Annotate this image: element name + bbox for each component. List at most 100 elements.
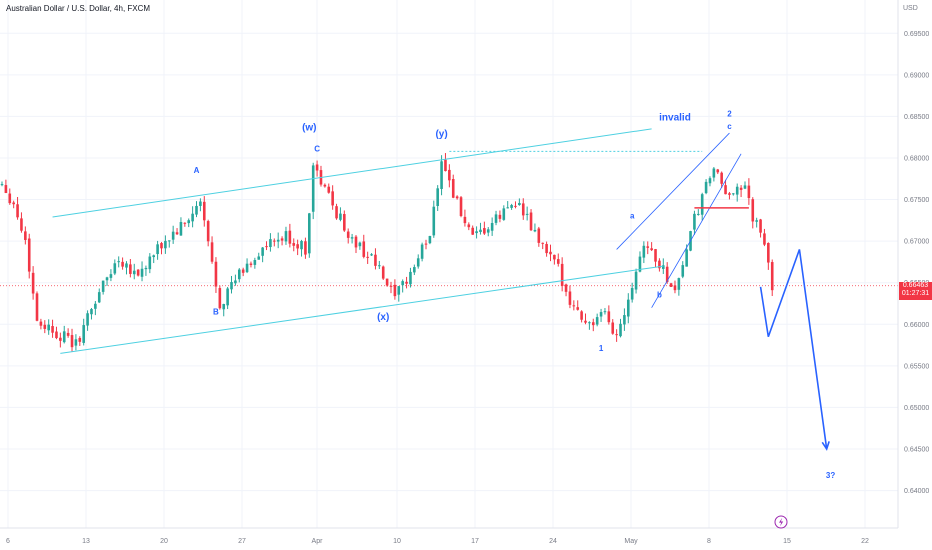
candle xyxy=(564,283,568,297)
candle xyxy=(97,288,101,304)
candle-body xyxy=(70,335,74,348)
wave-label: B xyxy=(213,307,219,316)
candle-body xyxy=(626,299,630,317)
candle xyxy=(743,181,747,190)
price-tick-label: 0.65000 xyxy=(904,405,929,412)
candle-body xyxy=(55,331,58,339)
candle xyxy=(35,291,39,322)
wave-label: A xyxy=(194,166,200,175)
candle-body xyxy=(751,199,755,222)
candle xyxy=(697,209,700,216)
candle-body xyxy=(743,185,747,189)
candle-body xyxy=(339,213,342,220)
candle-body xyxy=(739,187,743,190)
candle xyxy=(615,329,618,342)
candle-body xyxy=(549,251,552,255)
candle-body xyxy=(525,213,529,215)
candle xyxy=(626,293,630,324)
drawings xyxy=(52,128,830,451)
candle-body xyxy=(416,258,420,267)
candle-body xyxy=(432,206,436,236)
candle xyxy=(31,266,35,300)
time-tick-label: 6 xyxy=(6,538,10,545)
candle xyxy=(463,209,467,227)
candle-body xyxy=(494,214,498,223)
candle xyxy=(416,254,420,269)
candle-body xyxy=(354,236,358,248)
candle-body xyxy=(97,292,101,303)
candle-body xyxy=(603,311,607,313)
candle-body xyxy=(510,205,513,208)
candle-body xyxy=(253,260,257,265)
candle-body xyxy=(393,284,397,297)
candle xyxy=(144,265,148,276)
candle xyxy=(580,310,583,323)
candle-body xyxy=(735,186,739,195)
candle-body xyxy=(257,256,261,260)
candle xyxy=(591,318,595,332)
candle xyxy=(755,217,758,228)
candle xyxy=(420,242,424,262)
candle-body xyxy=(234,280,237,284)
candle-body xyxy=(401,281,404,286)
candle-body xyxy=(615,334,618,336)
trendline-inner-channel-lower xyxy=(651,153,742,308)
wave-label: a xyxy=(630,212,635,221)
candle xyxy=(59,332,62,348)
last-price-value: 0.66463 xyxy=(902,281,929,289)
candle xyxy=(280,236,284,246)
candle-body xyxy=(486,229,490,233)
candle xyxy=(257,252,261,260)
candle-body xyxy=(47,324,50,331)
candle xyxy=(370,253,373,256)
candle xyxy=(467,222,471,231)
candle-body xyxy=(144,267,148,270)
candle xyxy=(109,269,113,282)
candle-body xyxy=(121,261,124,267)
candle-body xyxy=(720,172,723,184)
candle-body xyxy=(471,227,474,235)
candle xyxy=(284,226,288,245)
candle xyxy=(245,258,249,274)
candle xyxy=(483,221,486,235)
candle xyxy=(374,248,377,270)
candle xyxy=(86,310,89,331)
candle-body xyxy=(237,269,241,280)
candle-body xyxy=(195,205,198,215)
candle xyxy=(658,258,661,272)
candle xyxy=(638,251,642,273)
candle-body xyxy=(156,244,159,255)
candle-body xyxy=(187,220,191,224)
candle xyxy=(521,198,525,220)
candle-body xyxy=(444,159,447,172)
candle xyxy=(241,267,245,277)
price-tick-label: 0.66000 xyxy=(904,322,929,329)
candle-body xyxy=(288,230,292,244)
candle-body xyxy=(673,285,677,291)
candle xyxy=(444,153,447,172)
candle xyxy=(506,201,509,209)
candle xyxy=(673,280,677,294)
time-axis[interactable]: 6 13 20 27 Apr 10 17 24 May 8 15 22 xyxy=(6,538,869,545)
lightning-icon[interactable] xyxy=(774,515,788,529)
wave-label: b xyxy=(657,291,662,300)
candle xyxy=(136,269,140,277)
candle xyxy=(440,155,443,196)
candle xyxy=(24,226,27,245)
candle-body xyxy=(129,264,132,274)
candle-body xyxy=(619,323,622,337)
candle-body xyxy=(27,238,31,272)
candle xyxy=(140,261,144,282)
candle xyxy=(222,303,226,317)
wave-label: invalid xyxy=(659,113,691,124)
candle-body xyxy=(125,263,128,268)
candle-body xyxy=(483,228,486,234)
candle xyxy=(428,235,432,245)
candle xyxy=(47,319,50,335)
candle-body xyxy=(704,181,708,194)
candle xyxy=(518,198,521,206)
candle xyxy=(397,285,401,302)
candle xyxy=(533,223,537,233)
price-axis[interactable]: 0.69500 0.69000 0.68500 0.68000 0.67500 0.670… xyxy=(904,31,929,495)
